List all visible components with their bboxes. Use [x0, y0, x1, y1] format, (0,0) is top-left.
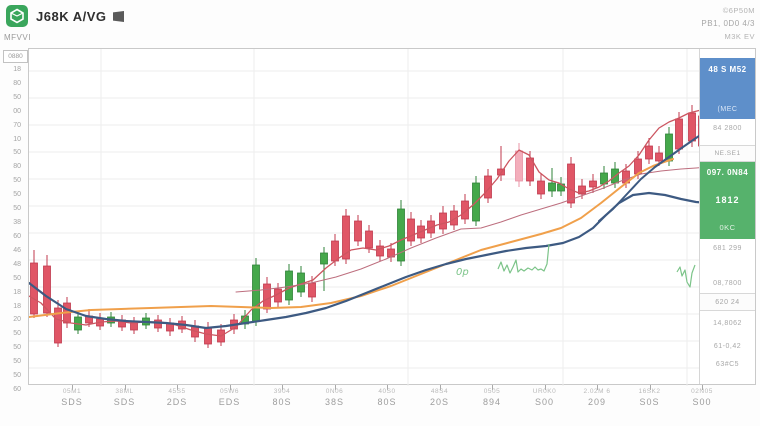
- hexagon-cube-icon: [10, 8, 24, 24]
- y-axis-label: 00: [13, 107, 21, 115]
- x-axis-tick: [282, 385, 283, 390]
- x-axis-label: 02N05 S00: [691, 388, 713, 407]
- y-axis-label: 46: [13, 246, 21, 254]
- x-axis-tick: [124, 385, 126, 390]
- scale-label: 681 299: [713, 245, 742, 252]
- y-axis-label: 50: [13, 372, 21, 380]
- x-axis-label: UR0K0 S00: [532, 388, 557, 407]
- x-axis-tick: [544, 385, 546, 390]
- y-axis-label: 50: [13, 330, 21, 338]
- price-flag-blue-value: 48 S M52: [708, 65, 747, 74]
- chart-frame: 0p 48 S M52 (MEC 84 2800 NE.SE1 097. 0N8…: [28, 48, 756, 386]
- chart-subtitle: MFVVI: [4, 33, 31, 42]
- scale-label: 14,8062: [713, 320, 742, 327]
- annotations-layer: 0p: [456, 243, 696, 288]
- y-axis-label: 18: [13, 288, 21, 296]
- scale-box-label: 620 24: [700, 293, 755, 311]
- y-axis-label: 50: [13, 149, 21, 157]
- x-axis-label: 05W6 EDS: [218, 388, 241, 407]
- scale-label: 61-0,42: [713, 343, 742, 350]
- x-axis-tick: [72, 385, 73, 390]
- y-axis-label: 80: [13, 163, 21, 171]
- x-axis-label: 48S4 20S: [429, 388, 449, 407]
- y-axis-top-label: 0880: [3, 50, 28, 63]
- scale-label: 63#C5: [715, 361, 740, 368]
- y-axis-label: 50: [13, 358, 21, 366]
- x-axis-tick: [492, 385, 493, 390]
- price-flag-green: 097. 0N84 1812 0KC: [700, 162, 755, 239]
- x-axis-label: 45S5 2DS: [166, 388, 188, 407]
- header-meta-line-3: M3K EV: [724, 32, 755, 41]
- x-axis-tick: [334, 385, 336, 390]
- y-axis-label: 50: [13, 205, 21, 213]
- ma-lines-layer: [29, 109, 702, 337]
- x-axis-tick: [387, 385, 388, 390]
- x-axis-tick: [597, 385, 598, 390]
- x-axis-label: 40S0 80S: [377, 388, 397, 407]
- x-axis-tick: [702, 385, 703, 390]
- y-axis-label: 60: [13, 386, 21, 393]
- price-flag-green-sub: 0KC: [719, 223, 736, 232]
- x-axis-label: 38ML SDS: [113, 388, 136, 407]
- y-axis-label: 18: [13, 66, 21, 73]
- scale-label: 08,7800: [713, 280, 742, 287]
- header-meta-line-1: ©6P50M: [722, 6, 755, 15]
- x-axis-tick: [649, 385, 651, 390]
- header-meta: ©6P50M PB1, 0D0 4/3 M3K EV: [701, 4, 755, 43]
- candlestick-chart[interactable]: 0p: [29, 49, 702, 386]
- app-logo-icon[interactable]: [6, 5, 28, 27]
- x-axis-label: 0N06 38S: [324, 388, 344, 407]
- y-axis-label: 80: [13, 79, 21, 87]
- price-flag-blue: 48 S M52 (MEC: [700, 58, 755, 119]
- svg-text:0p: 0p: [456, 267, 469, 278]
- x-axis-label: 16SK2 S0S: [638, 388, 661, 407]
- y-axis-label: 50: [13, 274, 21, 282]
- y-axis-label: 10: [13, 135, 21, 143]
- y-axis-label: 18: [13, 302, 21, 310]
- x-axis-tick: [177, 385, 178, 390]
- price-flag-green-value: 097. 0N84: [706, 168, 749, 177]
- x-axis-label: 05M1 SDS: [61, 388, 83, 407]
- y-axis-label: 50: [13, 93, 21, 101]
- y-axis-label: 48: [13, 260, 21, 268]
- x-axis-tick: [439, 385, 441, 390]
- x-axis-label: 2.02M 6 209: [583, 388, 611, 407]
- x-axis-label: 0505 894: [482, 388, 502, 407]
- app-title: J68K A/VG: [36, 9, 107, 24]
- header-meta-line-2: PB1, 0D0 4/3: [701, 19, 755, 28]
- grid-layer: [29, 49, 702, 386]
- price-scale-panel: 48 S M52 (MEC 84 2800 NE.SE1 097. 0N84 1…: [699, 49, 755, 384]
- bookmark-icon[interactable]: [113, 11, 124, 22]
- price-flag-green-price: 1812: [715, 195, 740, 205]
- y-axis-label: 50: [13, 177, 21, 185]
- scale-box-label: NE.SE1: [700, 145, 755, 162]
- y-axis-label: 50: [13, 191, 21, 199]
- price-flag-blue-sub: (MEC: [717, 106, 738, 113]
- y-axis-label: 20: [13, 316, 21, 324]
- candles-layer: [30, 105, 702, 348]
- y-axis-label: 70: [13, 121, 21, 129]
- scale-label: 84 2800: [713, 125, 742, 132]
- y-axis-label: 38: [13, 219, 21, 227]
- x-axis-label: 3904 80S: [272, 388, 292, 407]
- x-axis-tick: [229, 385, 231, 390]
- y-axis-label: 50: [13, 344, 21, 352]
- y-axis-label: 60: [13, 232, 21, 240]
